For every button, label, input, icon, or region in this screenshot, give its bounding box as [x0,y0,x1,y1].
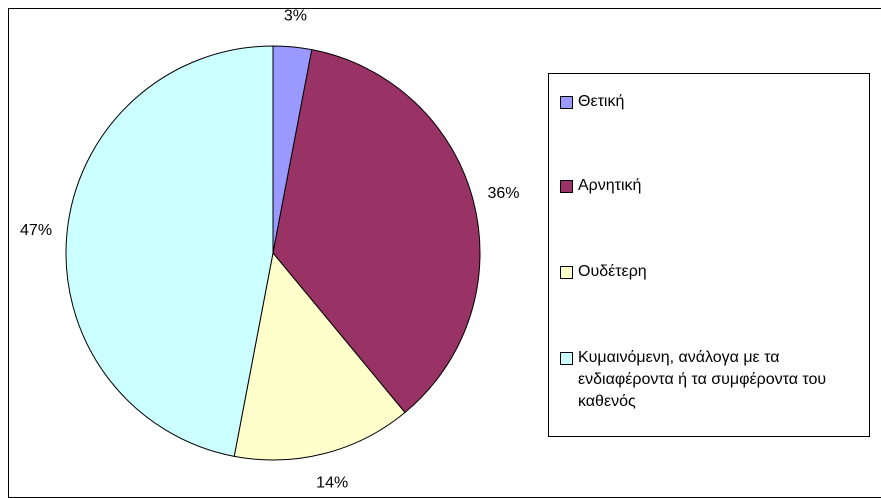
legend-swatch [560,352,573,365]
legend-entry: Αρνητική [560,175,843,197]
legend-entry: Θετική [560,91,843,113]
pie-slice [272,49,481,414]
data-label: 47% [20,222,52,239]
legend-label: Κυμαινόμενη, ανάλογα με τα ενδιαφέροντα … [578,349,827,410]
data-label: 3% [284,7,307,24]
data-label: 36% [488,185,520,202]
legend-entry: Κυμαινόμενη, ανάλογα με τα ενδιαφέροντα … [560,347,843,413]
legend-label: Ουδέτερη [578,263,647,280]
legend-swatch [560,96,573,109]
legend: Θετική Αρνητική Ουδέτερη Κυμαινόμενη, ανάλο… [548,73,870,437]
pie-slice [233,251,406,461]
legend-label: Θετική [578,93,625,110]
legend-swatch [560,180,573,193]
legend-entry: Ουδέτερη [560,261,843,283]
pie-slice [65,45,274,457]
data-label: 14% [316,475,348,492]
legend-label: Αρνητική [578,177,642,194]
legend-swatch [560,266,573,279]
